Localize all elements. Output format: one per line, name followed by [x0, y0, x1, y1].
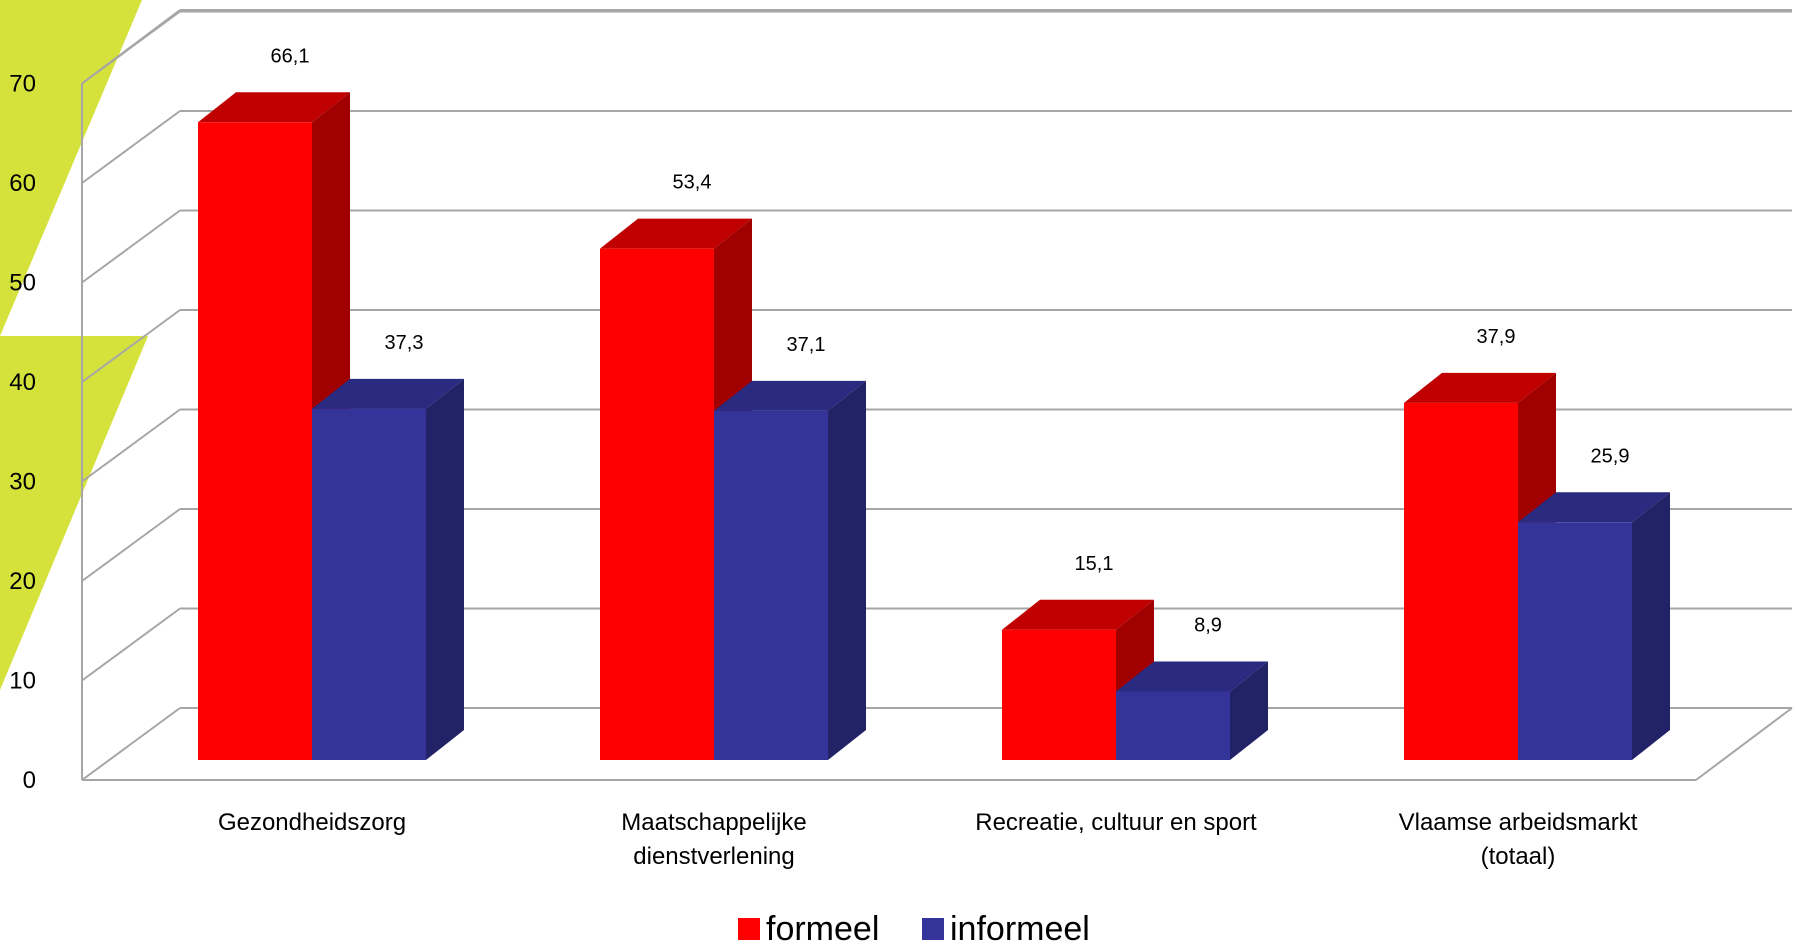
- x-tick-label: Gezondheidszorg: [218, 809, 406, 836]
- data-label: 66,1: [271, 45, 310, 67]
- bar-top: [1116, 661, 1268, 692]
- bar-side: [1230, 661, 1268, 760]
- data-labels: 66,1 37,3 53,4 37,1 15,1 8,9 37,9 25,9: [271, 45, 1630, 636]
- data-label: 37,9: [1477, 326, 1516, 348]
- accent-shape-upper: [0, 0, 142, 336]
- gridline-diagonal: [81, 408, 181, 483]
- bar-top: [198, 92, 350, 123]
- legend-label: informeel: [950, 910, 1090, 948]
- y-tick-label: 40: [9, 369, 36, 396]
- legend-label: formeel: [766, 910, 879, 948]
- x-tick-label: Maatschappelijke dienstverlening: [621, 809, 806, 870]
- bar-top: [1002, 599, 1154, 630]
- bar-top: [600, 218, 752, 249]
- gridline-diagonal: [81, 607, 181, 682]
- x-tick-label: Recreatie, cultuur en sport: [975, 809, 1257, 836]
- bar-side: [426, 378, 464, 760]
- gridline-diagonal: [81, 508, 181, 582]
- data-label: 15,1: [1075, 553, 1114, 575]
- bar-top: [714, 380, 866, 411]
- bar-top: [1404, 372, 1556, 403]
- floor-right-edge: [1695, 707, 1793, 781]
- y-tick-label: 70: [9, 71, 36, 98]
- gridline-diagonal: [81, 10, 181, 85]
- y-tick-label: 0: [23, 767, 36, 794]
- y-tick-label: 60: [9, 170, 36, 197]
- x-tick-label-line: Gezondheidszorg: [218, 809, 406, 836]
- x-tick-label-line: (totaal): [1481, 843, 1556, 870]
- y-tick-label: 50: [9, 270, 36, 297]
- bar: [600, 248, 714, 761]
- bar: [312, 408, 426, 760]
- legend-swatch: [738, 918, 760, 940]
- x-axis-labels: Gezondheidszorg Maatschappelijke dienstver…: [218, 809, 1638, 870]
- y-tick-label: 10: [9, 668, 36, 695]
- y-tick-label: 30: [9, 469, 36, 496]
- y-tick-label: 20: [9, 568, 36, 595]
- bar: [1002, 629, 1116, 760]
- bar: [1116, 691, 1230, 760]
- gridline-diagonal: [81, 209, 181, 284]
- decorative-accent: [0, 0, 148, 690]
- bar-side: [1632, 492, 1670, 760]
- data-label: 53,4: [673, 172, 712, 194]
- bars: [198, 92, 1670, 761]
- x-tick-label: Vlaamse arbeidsmarkt (totaal): [1399, 809, 1638, 870]
- bar-top: [312, 378, 464, 409]
- data-label: 25,9: [1591, 445, 1630, 467]
- gridline-diagonal: [81, 309, 181, 383]
- data-label: 37,1: [787, 334, 826, 356]
- chart-walls: [81, 9, 1793, 781]
- legend: formeel informeel: [738, 910, 1090, 948]
- x-tick-label-line: Maatschappelijke: [621, 809, 806, 836]
- accent-shape-lower: [0, 336, 148, 690]
- bar: [714, 410, 828, 760]
- bar: [1518, 522, 1632, 760]
- floor-left-edge: [81, 707, 181, 781]
- bar-top: [1518, 492, 1670, 523]
- bar: [1404, 402, 1518, 760]
- bar: [198, 122, 312, 761]
- bar-side: [828, 380, 866, 760]
- data-label: 8,9: [1194, 614, 1222, 636]
- data-label: 37,3: [385, 332, 424, 354]
- x-tick-label-line: dienstverlening: [633, 843, 794, 870]
- gridline-diagonal: [81, 110, 181, 184]
- legend-swatch: [922, 918, 944, 940]
- x-tick-label-line: Vlaamse arbeidsmarkt: [1399, 809, 1638, 836]
- y-axis: 0 10 20 30 40 50 60 70: [9, 71, 36, 795]
- x-tick-label-line: Recreatie, cultuur en sport: [975, 809, 1257, 836]
